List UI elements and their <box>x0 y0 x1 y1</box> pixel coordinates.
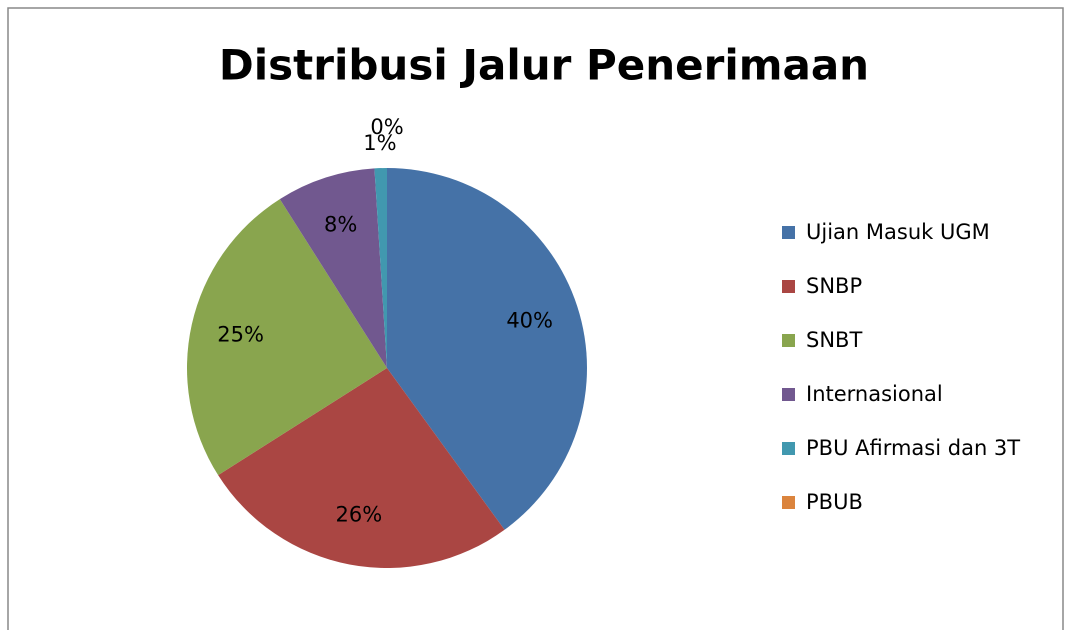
legend-label: PBU Afirmasi dan 3T <box>806 436 1020 460</box>
data-label: 26% <box>336 502 383 526</box>
chart-title: Distribusi Jalur Penerimaan <box>219 41 869 90</box>
legend-label: SNBT <box>806 328 862 352</box>
pie-slice <box>187 199 387 476</box>
legend-swatch <box>782 442 795 455</box>
pie-slice <box>218 368 505 568</box>
legend-label: Internasional <box>806 382 943 406</box>
legend-label: PBUB <box>806 490 863 514</box>
data-label: 8% <box>324 212 357 236</box>
data-label: 40% <box>506 309 553 333</box>
data-label: 25% <box>217 322 264 346</box>
legend-swatch <box>782 280 795 293</box>
pie-slice <box>387 168 587 530</box>
data-label: 0% <box>370 115 403 139</box>
legend-label: SNBP <box>806 274 862 298</box>
legend-swatch <box>782 226 795 239</box>
legend-swatch <box>782 388 795 401</box>
pie-slice <box>279 168 387 368</box>
legend-swatch <box>782 334 795 347</box>
legend-swatch <box>782 496 795 509</box>
pie-slice <box>374 168 387 368</box>
data-label: 1% <box>363 131 396 155</box>
legend-label: Ujian Masuk UGM <box>806 220 990 244</box>
